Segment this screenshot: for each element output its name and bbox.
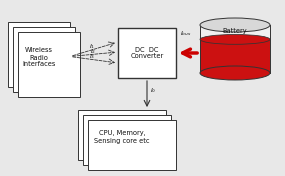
Bar: [200, 39, 270, 73]
Ellipse shape: [200, 18, 270, 32]
Bar: [200, 25, 270, 73]
Bar: [8, 22, 70, 87]
Text: $I_3$: $I_3$: [89, 52, 96, 61]
Bar: [13, 27, 75, 92]
Bar: [83, 115, 171, 165]
Text: Battery: Battery: [223, 28, 247, 34]
Bar: [88, 120, 176, 170]
Bar: [118, 28, 176, 78]
Text: $I_2$: $I_2$: [89, 47, 96, 56]
Text: DC  DC
Converter: DC DC Converter: [130, 46, 164, 59]
Text: CPU, Memory,
Sensing core etc: CPU, Memory, Sensing core etc: [94, 130, 150, 143]
Text: Wireless
Radio
Interfaces: Wireless Radio Interfaces: [22, 48, 56, 68]
Text: $I_1$: $I_1$: [89, 43, 96, 51]
Text: $I_{bus}$: $I_{bus}$: [180, 30, 192, 38]
Bar: [78, 110, 166, 160]
Ellipse shape: [200, 66, 270, 80]
Ellipse shape: [200, 34, 270, 44]
Bar: [18, 32, 80, 97]
Text: $I_0$: $I_0$: [150, 86, 156, 95]
